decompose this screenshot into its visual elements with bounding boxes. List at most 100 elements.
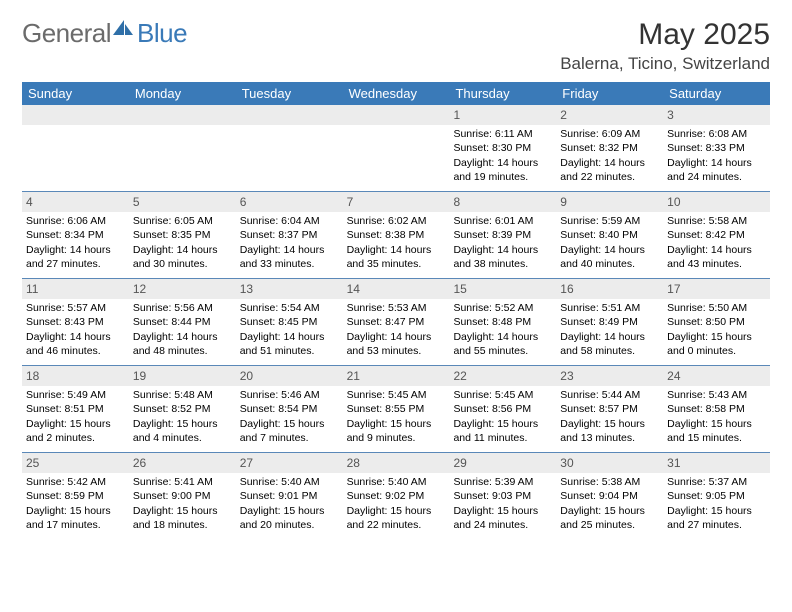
day-cell (343, 105, 450, 191)
sunrise-text: Sunrise: 5:58 AM (667, 214, 766, 228)
sunset-text: Sunset: 9:00 PM (133, 489, 232, 503)
day-number (129, 105, 236, 125)
day-number: 19 (129, 366, 236, 386)
page-title: May 2025 (560, 18, 770, 52)
sunset-text: Sunset: 9:05 PM (667, 489, 766, 503)
sunrise-text: Sunrise: 5:37 AM (667, 475, 766, 489)
sunset-text: Sunset: 8:57 PM (560, 402, 659, 416)
daylight-text: Daylight: 15 hours and 15 minutes. (667, 417, 766, 445)
day-number: 25 (22, 453, 129, 473)
header: General Blue May 2025 Balerna, Ticino, S… (22, 18, 770, 74)
day-body: Sunrise: 5:50 AMSunset: 8:50 PMDaylight:… (663, 301, 770, 362)
sunrise-text: Sunrise: 5:51 AM (560, 301, 659, 315)
calendar: Sunday Monday Tuesday Wednesday Thursday… (22, 82, 770, 539)
day-body: Sunrise: 6:02 AMSunset: 8:38 PMDaylight:… (343, 214, 450, 275)
day-body: Sunrise: 6:04 AMSunset: 8:37 PMDaylight:… (236, 214, 343, 275)
daylight-text: Daylight: 15 hours and 22 minutes. (347, 504, 446, 532)
daylight-text: Daylight: 14 hours and 53 minutes. (347, 330, 446, 358)
day-number: 4 (22, 192, 129, 212)
day-number: 7 (343, 192, 450, 212)
weekday-header: Sunday (22, 82, 129, 105)
sunrise-text: Sunrise: 5:50 AM (667, 301, 766, 315)
day-body: Sunrise: 6:01 AMSunset: 8:39 PMDaylight:… (449, 214, 556, 275)
day-cell: 10Sunrise: 5:58 AMSunset: 8:42 PMDayligh… (663, 192, 770, 278)
day-body: Sunrise: 5:52 AMSunset: 8:48 PMDaylight:… (449, 301, 556, 362)
day-cell (129, 105, 236, 191)
sunrise-text: Sunrise: 5:59 AM (560, 214, 659, 228)
sunrise-text: Sunrise: 5:39 AM (453, 475, 552, 489)
daylight-text: Daylight: 14 hours and 19 minutes. (453, 156, 552, 184)
day-body: Sunrise: 5:54 AMSunset: 8:45 PMDaylight:… (236, 301, 343, 362)
week-row: 11Sunrise: 5:57 AMSunset: 8:43 PMDayligh… (22, 278, 770, 365)
sunrise-text: Sunrise: 5:41 AM (133, 475, 232, 489)
day-cell: 15Sunrise: 5:52 AMSunset: 8:48 PMDayligh… (449, 279, 556, 365)
day-cell: 16Sunrise: 5:51 AMSunset: 8:49 PMDayligh… (556, 279, 663, 365)
day-number: 20 (236, 366, 343, 386)
sunrise-text: Sunrise: 6:02 AM (347, 214, 446, 228)
day-number: 3 (663, 105, 770, 125)
day-cell: 30Sunrise: 5:38 AMSunset: 9:04 PMDayligh… (556, 453, 663, 539)
sunrise-text: Sunrise: 6:11 AM (453, 127, 552, 141)
day-number: 17 (663, 279, 770, 299)
sunset-text: Sunset: 8:47 PM (347, 315, 446, 329)
day-cell: 27Sunrise: 5:40 AMSunset: 9:01 PMDayligh… (236, 453, 343, 539)
title-block: May 2025 Balerna, Ticino, Switzerland (560, 18, 770, 74)
day-cell: 25Sunrise: 5:42 AMSunset: 8:59 PMDayligh… (22, 453, 129, 539)
day-number (22, 105, 129, 125)
sunrise-text: Sunrise: 6:08 AM (667, 127, 766, 141)
day-cell: 9Sunrise: 5:59 AMSunset: 8:40 PMDaylight… (556, 192, 663, 278)
daylight-text: Daylight: 14 hours and 48 minutes. (133, 330, 232, 358)
sunrise-text: Sunrise: 5:42 AM (26, 475, 125, 489)
sunset-text: Sunset: 8:52 PM (133, 402, 232, 416)
daylight-text: Daylight: 14 hours and 33 minutes. (240, 243, 339, 271)
weekday-header: Monday (129, 82, 236, 105)
day-cell: 2Sunrise: 6:09 AMSunset: 8:32 PMDaylight… (556, 105, 663, 191)
day-cell (22, 105, 129, 191)
day-body: Sunrise: 5:42 AMSunset: 8:59 PMDaylight:… (22, 475, 129, 536)
sunrise-text: Sunrise: 6:01 AM (453, 214, 552, 228)
logo-text-blue: Blue (137, 18, 187, 49)
day-body: Sunrise: 6:06 AMSunset: 8:34 PMDaylight:… (22, 214, 129, 275)
sunset-text: Sunset: 8:56 PM (453, 402, 552, 416)
sunset-text: Sunset: 8:48 PM (453, 315, 552, 329)
daylight-text: Daylight: 14 hours and 43 minutes. (667, 243, 766, 271)
sunset-text: Sunset: 8:30 PM (453, 141, 552, 155)
day-cell: 12Sunrise: 5:56 AMSunset: 8:44 PMDayligh… (129, 279, 236, 365)
day-number: 24 (663, 366, 770, 386)
day-body: Sunrise: 5:57 AMSunset: 8:43 PMDaylight:… (22, 301, 129, 362)
day-body: Sunrise: 5:48 AMSunset: 8:52 PMDaylight:… (129, 388, 236, 449)
weekday-header: Friday (556, 82, 663, 105)
day-number (343, 105, 450, 125)
day-cell: 28Sunrise: 5:40 AMSunset: 9:02 PMDayligh… (343, 453, 450, 539)
day-cell: 29Sunrise: 5:39 AMSunset: 9:03 PMDayligh… (449, 453, 556, 539)
sunset-text: Sunset: 8:35 PM (133, 228, 232, 242)
day-cell: 17Sunrise: 5:50 AMSunset: 8:50 PMDayligh… (663, 279, 770, 365)
sunrise-text: Sunrise: 5:43 AM (667, 388, 766, 402)
day-number: 12 (129, 279, 236, 299)
day-body: Sunrise: 5:45 AMSunset: 8:56 PMDaylight:… (449, 388, 556, 449)
day-body: Sunrise: 5:37 AMSunset: 9:05 PMDaylight:… (663, 475, 770, 536)
weekday-header: Saturday (663, 82, 770, 105)
sunset-text: Sunset: 8:50 PM (667, 315, 766, 329)
sunrise-text: Sunrise: 6:05 AM (133, 214, 232, 228)
daylight-text: Daylight: 15 hours and 2 minutes. (26, 417, 125, 445)
day-body: Sunrise: 6:11 AMSunset: 8:30 PMDaylight:… (449, 127, 556, 188)
day-cell: 3Sunrise: 6:08 AMSunset: 8:33 PMDaylight… (663, 105, 770, 191)
day-number: 6 (236, 192, 343, 212)
sunset-text: Sunset: 8:42 PM (667, 228, 766, 242)
day-cell: 11Sunrise: 5:57 AMSunset: 8:43 PMDayligh… (22, 279, 129, 365)
weekday-header-row: Sunday Monday Tuesday Wednesday Thursday… (22, 82, 770, 105)
sunset-text: Sunset: 9:03 PM (453, 489, 552, 503)
day-number: 31 (663, 453, 770, 473)
day-body: Sunrise: 6:05 AMSunset: 8:35 PMDaylight:… (129, 214, 236, 275)
daylight-text: Daylight: 15 hours and 18 minutes. (133, 504, 232, 532)
day-body: Sunrise: 5:53 AMSunset: 8:47 PMDaylight:… (343, 301, 450, 362)
day-body: Sunrise: 6:08 AMSunset: 8:33 PMDaylight:… (663, 127, 770, 188)
day-cell: 13Sunrise: 5:54 AMSunset: 8:45 PMDayligh… (236, 279, 343, 365)
sunset-text: Sunset: 8:34 PM (26, 228, 125, 242)
day-number: 28 (343, 453, 450, 473)
sunset-text: Sunset: 8:58 PM (667, 402, 766, 416)
daylight-text: Daylight: 14 hours and 46 minutes. (26, 330, 125, 358)
sunset-text: Sunset: 8:49 PM (560, 315, 659, 329)
week-row: 25Sunrise: 5:42 AMSunset: 8:59 PMDayligh… (22, 452, 770, 539)
